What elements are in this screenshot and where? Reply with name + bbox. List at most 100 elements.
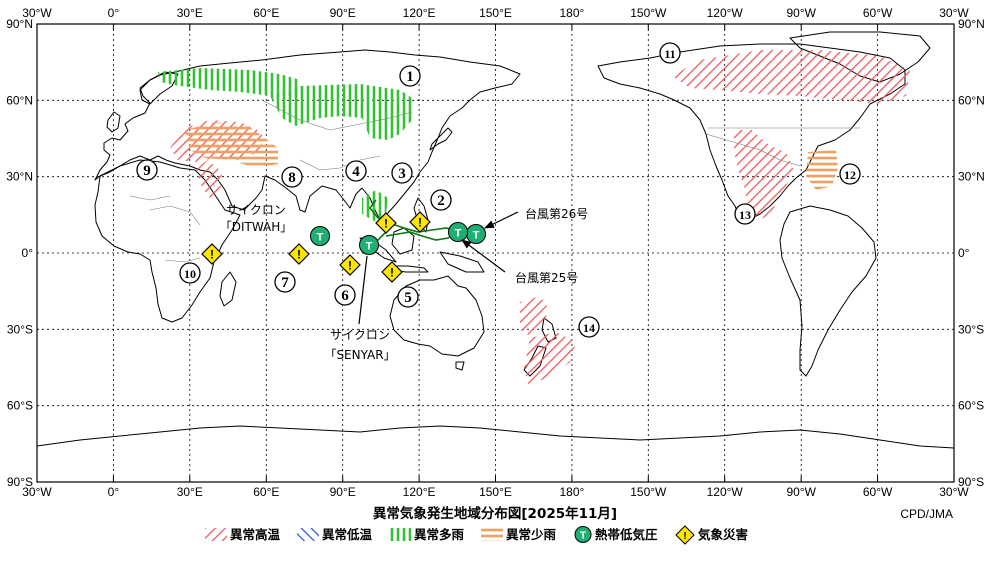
disaster-marker-symbol: ! [297, 248, 301, 262]
svg-text:!: ! [683, 531, 686, 542]
warm-region-canada-alaska [672, 50, 910, 104]
svg-text:120°W: 120°W [707, 6, 744, 20]
svg-text:60°S: 60°S [7, 399, 33, 413]
svg-text:180°: 180° [559, 6, 584, 20]
region-label-6: 6 [334, 284, 356, 306]
legend: 異常高温 異常低温 異常多雨 異常少雨 T 熱帯低気圧 ! 気象災害 [205, 525, 748, 545]
svg-text:30°W: 30°W [22, 6, 52, 20]
coast-australia [389, 275, 485, 357]
legend-item-wet: 異常多雨 [389, 527, 465, 542]
region-label-8: 8 [281, 166, 303, 188]
svg-text:150°E: 150°E [479, 485, 512, 499]
dry-region-us-east [806, 150, 838, 190]
svg-text:0°: 0° [22, 246, 34, 260]
svg-text:90°S: 90°S [958, 475, 984, 489]
svg-text:5: 5 [404, 290, 412, 306]
svg-text:180°: 180° [559, 485, 584, 499]
warm-region-us-mexico [734, 130, 794, 220]
disaster-marker [288, 243, 310, 265]
region-label-12: 12 [839, 163, 861, 185]
svg-text:90°N: 90°N [958, 17, 985, 31]
svg-text:T: T [366, 241, 373, 253]
region-label-5: 5 [397, 286, 419, 308]
legend-item-disaster: ! 気象災害 [675, 525, 748, 545]
svg-text:90°E: 90°E [330, 485, 356, 499]
svg-text:12: 12 [844, 168, 856, 182]
svg-text:60°N: 60°N [958, 93, 985, 107]
tick-marks [36, 24, 879, 482]
svg-text:T: T [317, 232, 324, 244]
svg-text:30°S: 30°S [7, 322, 33, 336]
coast-madagascar [219, 271, 237, 307]
svg-text:30°E: 30°E [177, 485, 203, 499]
disaster-marker-symbol: ! [348, 259, 352, 273]
region-label-4: 4 [345, 160, 367, 182]
typhoon25-label: 台風第25号 [515, 270, 578, 285]
svg-text:9: 9 [143, 163, 151, 179]
svg-text:30°S: 30°S [958, 322, 984, 336]
svg-text:90°E: 90°E [330, 6, 356, 20]
coast-japan [429, 127, 453, 151]
svg-text:6: 6 [341, 288, 349, 304]
svg-text:0°: 0° [108, 485, 120, 499]
region-label-10: 10 [179, 262, 201, 284]
svg-text:異常高温: 異常高温 [230, 527, 281, 542]
svg-text:異常低温: 異常低温 [322, 527, 373, 542]
disaster-marker [201, 243, 223, 265]
senyar-label-line2: 「SENYAR」 [324, 348, 395, 362]
cyclone-markers: T T T T [310, 222, 486, 255]
disaster-marker [409, 211, 431, 233]
svg-text:120°E: 120°E [403, 6, 436, 20]
region-label-1: 1 [399, 65, 421, 87]
svg-text:120°W: 120°W [707, 485, 744, 499]
cyclone-marker-senyar: T [359, 235, 379, 255]
warm-region-new-zealand [520, 296, 548, 336]
coast-philippines [413, 197, 429, 233]
cyclone-marker-typhoon25: T [448, 222, 468, 242]
wet-region-russia-central [270, 84, 415, 140]
svg-text:90°W: 90°W [786, 485, 816, 499]
disaster-marker-symbols: ! ! ! ! ! ! [210, 216, 422, 280]
cyclone-marker-typhoon26: T [466, 224, 486, 244]
senyar-label-line1: サイクロン [330, 328, 390, 342]
svg-text:11: 11 [664, 47, 675, 61]
typhoon26-label: 台風第26号 [525, 206, 588, 221]
svg-text:60°W: 60°W [863, 485, 893, 499]
svg-text:T: T [455, 228, 462, 240]
dry-region-europe [185, 122, 278, 168]
svg-text:7: 7 [281, 275, 289, 291]
disaster-marker [375, 212, 397, 234]
legend-item-cold: 異常低温 [297, 527, 373, 542]
svg-text:90°S: 90°S [7, 475, 33, 489]
dry-anomaly-regions [185, 122, 838, 190]
svg-text:60°E: 60°E [253, 6, 279, 20]
svg-text:30°W: 30°W [939, 6, 969, 20]
disaster-marker [381, 261, 403, 283]
latitude-labels-left: 90°N 60°N 30°N 0° 30°S 60°S 90°S [6, 17, 33, 489]
legend-item-warm: 異常高温 [205, 527, 281, 542]
svg-text:30°W: 30°W [22, 485, 52, 499]
svg-text:10: 10 [184, 267, 196, 281]
svg-text:150°E: 150°E [479, 6, 512, 20]
coast-tasmania [455, 361, 465, 371]
svg-text:2: 2 [437, 193, 445, 209]
map-title: 異常気象発生地域分布図[2025年11月] [373, 505, 617, 522]
warm-region-middle-east [196, 160, 222, 200]
disaster-marker-symbol: ! [390, 266, 394, 280]
svg-text:90°N: 90°N [6, 17, 33, 31]
wet-region-russia-west [158, 68, 300, 96]
region-label-9: 9 [136, 159, 158, 181]
svg-text:150°W: 150°W [630, 6, 667, 20]
disaster-marker-symbol: ! [384, 217, 388, 231]
coast-north-america [597, 43, 906, 221]
coast-new-guinea [439, 251, 485, 273]
disaster-markers [201, 211, 431, 283]
svg-text:150°W: 150°W [630, 485, 667, 499]
wet-region-indochina [362, 190, 388, 222]
ditwah-label-line1: サイクロン [226, 203, 286, 217]
svg-text:4: 4 [352, 164, 360, 180]
coast-antarctica [36, 425, 955, 449]
cyclone-marker-ditwah: T [310, 226, 330, 246]
svg-text:0°: 0° [108, 6, 120, 20]
